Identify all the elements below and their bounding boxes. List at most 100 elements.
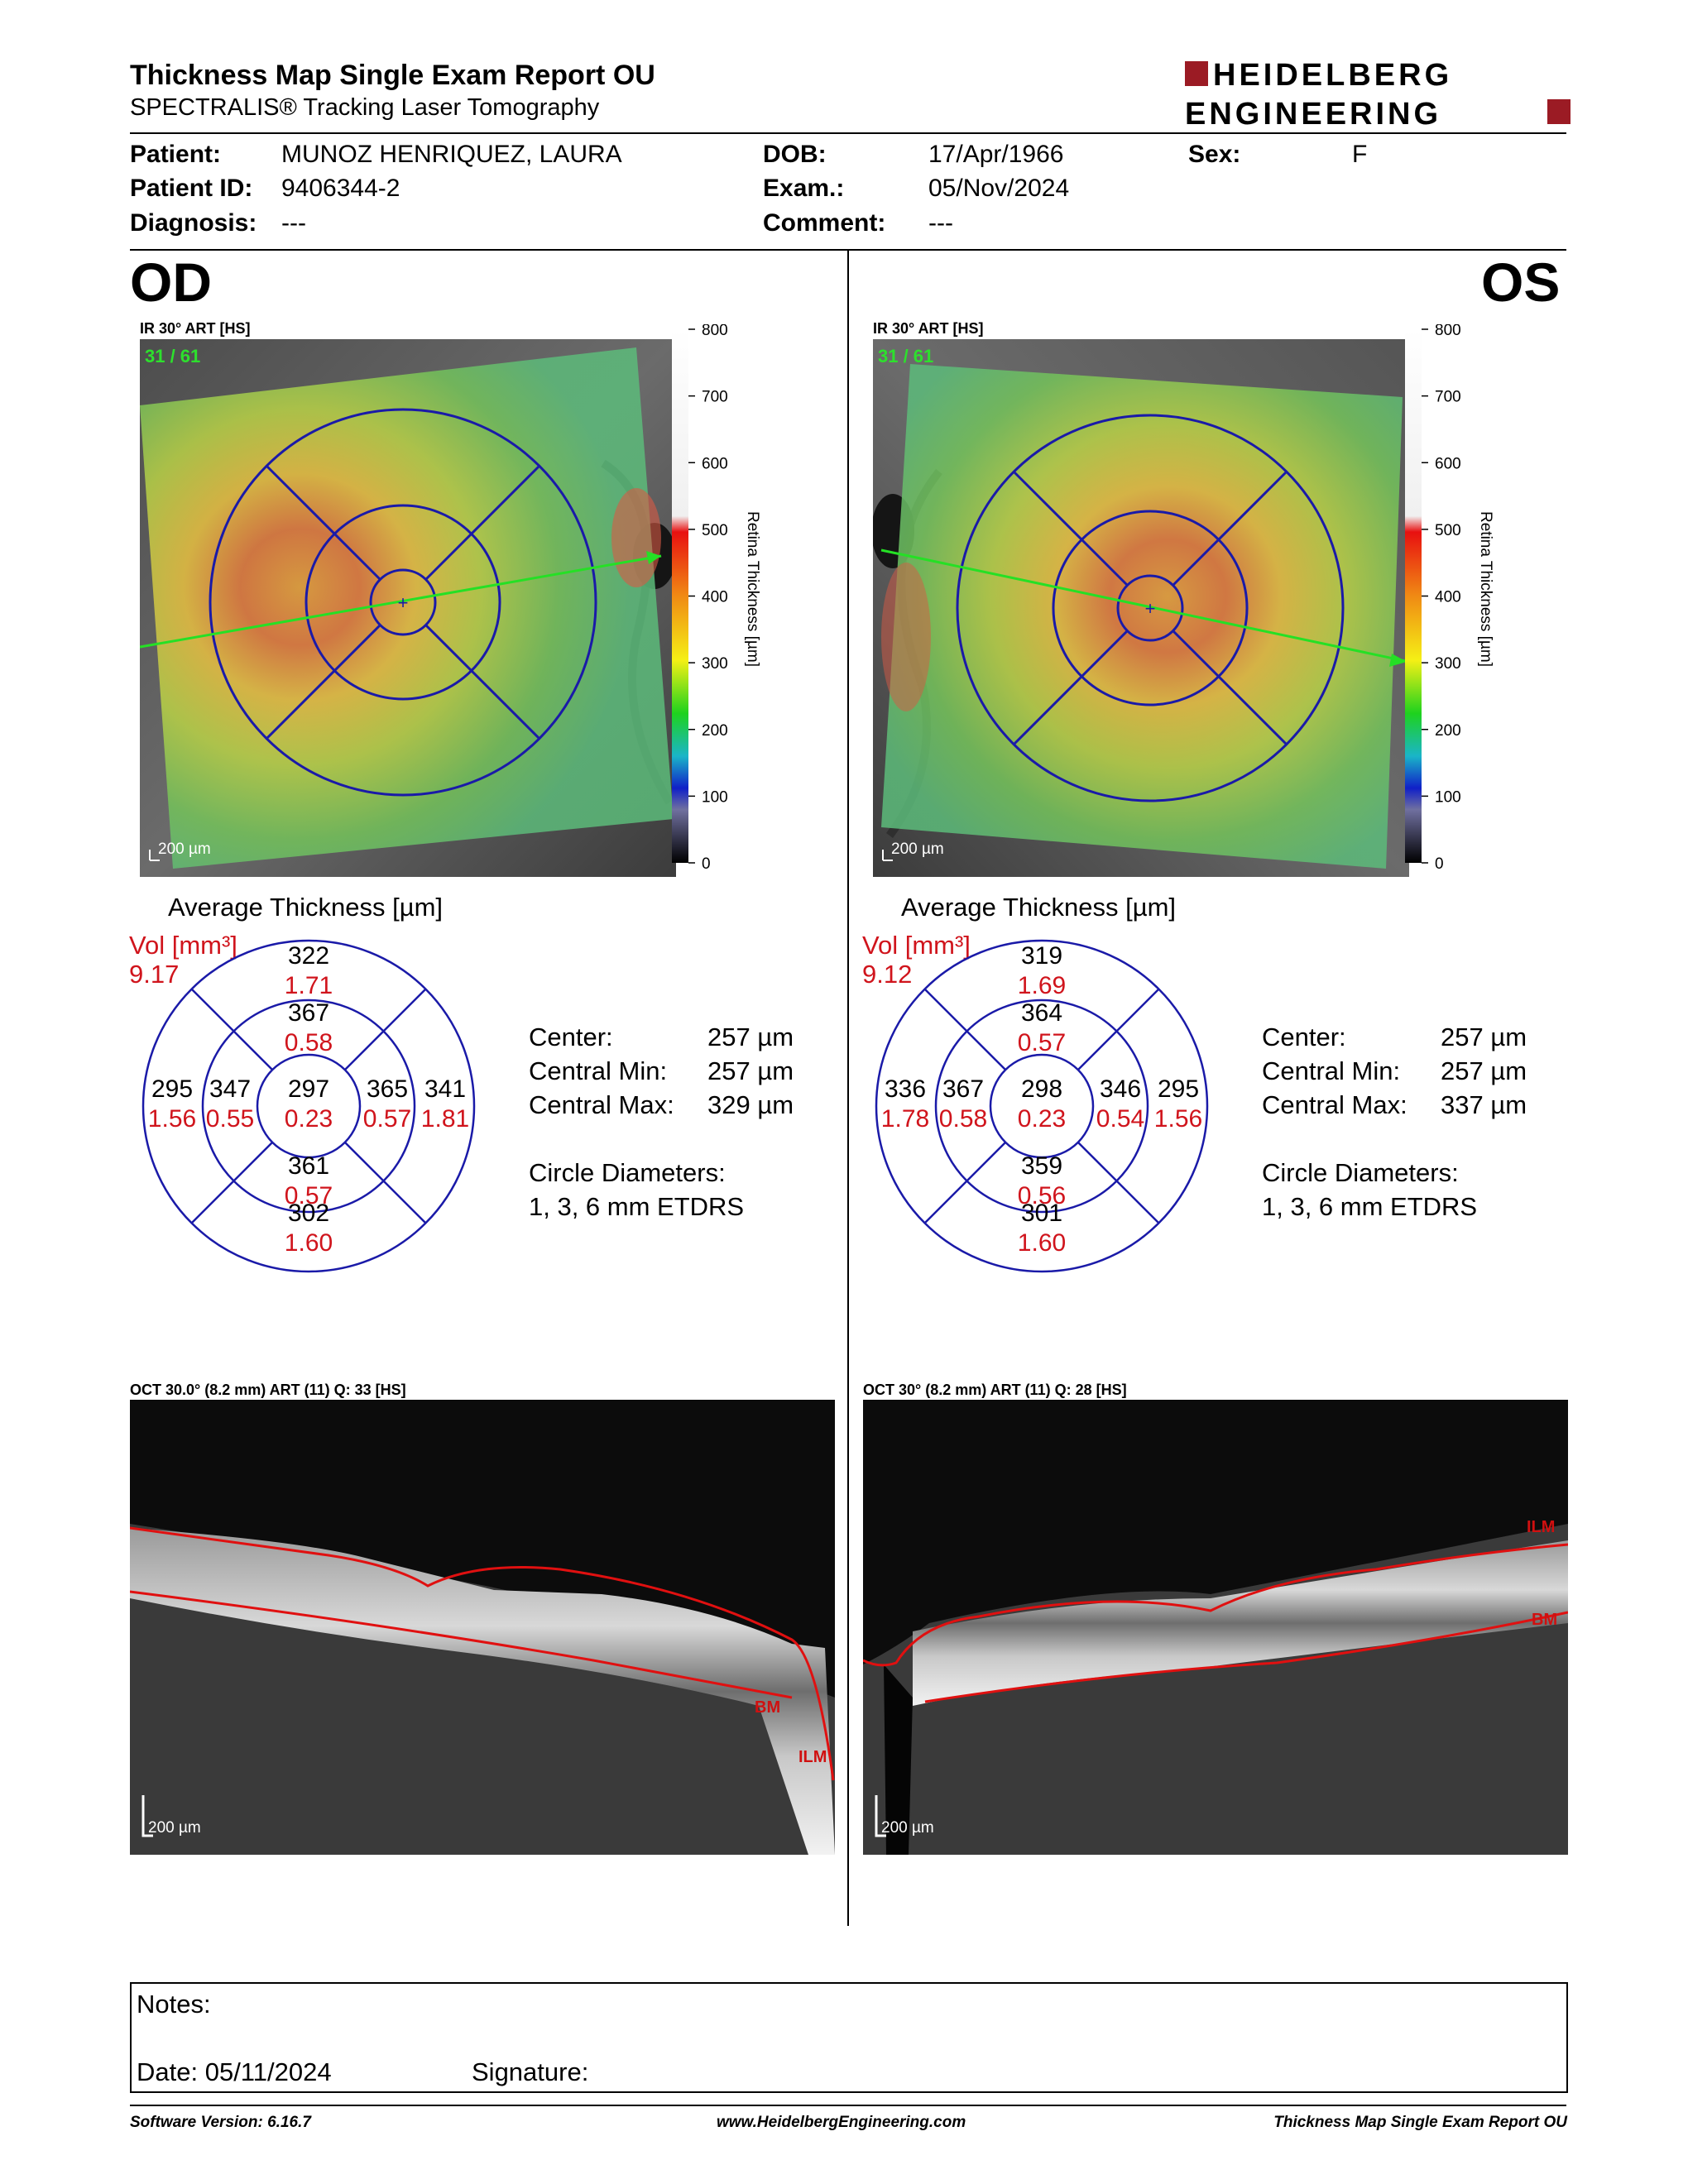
os-sector-inner-left: 367 0.58 (922, 1075, 1005, 1134)
od-vol-label: Vol [mm³] (129, 931, 237, 960)
od-oct-bm-label: BM (755, 1698, 780, 1717)
od-oct-caption: OCT 30.0° (8.2 mm) ART (11) Q: 33 [HS] (130, 1382, 406, 1398)
svg-text:HEIDELBERG: HEIDELBERG (1213, 58, 1452, 93)
od-sector-outer-left: 295 1.56 (131, 1075, 213, 1134)
sector-volume: 0.57 (284, 1182, 333, 1209)
od-min-value: 257 µm (707, 1056, 794, 1085)
os-thickness-map: + 31 / 61 200 µm (873, 339, 1409, 877)
od-min-label: Central Min: (529, 1056, 668, 1085)
scale-tick-label: 200 (1435, 722, 1461, 740)
os-oct-scan: ILM BM 200 µm (863, 1400, 1568, 1855)
sector-volume: 1.60 (1017, 1229, 1067, 1257)
website-link[interactable]: www.HeidelbergEngineering.com (717, 2114, 966, 2131)
od-max-value: 329 µm (707, 1090, 794, 1119)
patient-id: 9406344-2 (281, 175, 400, 202)
sex: F (1352, 141, 1368, 168)
os-frame-counter: 31 / 61 (878, 346, 933, 366)
os-scale-label: Retina Thickness [µm] (1477, 511, 1494, 667)
svg-text:+: + (1145, 598, 1156, 619)
od-circle-value: 1, 3, 6 mm ETDRS (529, 1192, 745, 1221)
scale-tick-label: 0 (1435, 855, 1444, 870)
os-sector-inner-bottom: 359 0.56 (1000, 1152, 1083, 1211)
sector-thickness: 319 (1020, 942, 1063, 970)
sector-thickness: 365 (366, 1075, 409, 1103)
scale-tick-label: 100 (1435, 788, 1461, 806)
exam-date: 05/Nov/2024 (928, 175, 1070, 202)
scale-tick-label: 600 (1435, 455, 1461, 472)
sector-volume: 1.81 (420, 1105, 470, 1133)
sector-volume: 1.71 (284, 972, 333, 999)
os-oct-caption: OCT 30° (8.2 mm) ART (11) Q: 28 [HS] (863, 1382, 1127, 1398)
notes-label: Notes: (137, 1990, 211, 2019)
scale-tick-label: 300 (1435, 655, 1461, 673)
date-label: Date: 05/11/2024 (137, 2057, 332, 2086)
os-sector-outer-bottom: 301 1.60 (1000, 1199, 1083, 1258)
os-sector-inner-right: 346 0.54 (1079, 1075, 1162, 1134)
sector-volume: 1.56 (147, 1105, 197, 1133)
os-max-label: Central Max: (1262, 1090, 1407, 1119)
os-sector-outer-top: 319 1.69 (1000, 941, 1083, 1001)
od-sector-inner-left: 347 0.55 (189, 1075, 271, 1134)
od-label: OD (130, 251, 212, 313)
os-vol-value: 9.12 (862, 960, 913, 989)
scale-tick-label: 200 (702, 722, 728, 740)
od-max-label: Central Max: (529, 1090, 674, 1119)
od-center-label: Center: (529, 1023, 613, 1051)
svg-text:ENGINEERING: ENGINEERING (1185, 97, 1441, 131)
os-oct-ilm-label: ILM (1527, 1518, 1555, 1536)
comment-label: Comment: (763, 209, 886, 237)
svg-text:+: + (398, 592, 409, 613)
os-sector-outer-right: 295 1.56 (1137, 1075, 1220, 1134)
sector-thickness: 364 (1020, 999, 1063, 1027)
os-circle-label: Circle Diameters: (1262, 1158, 1459, 1187)
info-rule (130, 249, 1566, 251)
dob: 17/Apr/1966 (928, 141, 1064, 168)
od-color-scale: 800 700 600 500 400 300 200 100 0 Retina Thickne… (672, 324, 761, 870)
signature-label: Signature: (472, 2057, 589, 2086)
os-center-label: Center: (1262, 1023, 1346, 1051)
scale-tick-label: 700 (702, 389, 728, 406)
sector-thickness: 341 (424, 1075, 467, 1103)
sector-thickness: 361 (287, 1152, 330, 1180)
heidelberg-logo: HEIDELBERG ENGINEERING (1185, 58, 1571, 131)
sex-label: Sex: (1188, 141, 1241, 168)
od-frame-counter: 31 / 61 (145, 346, 200, 366)
sector-volume: 0.57 (362, 1105, 412, 1133)
os-sector-outer-left: 336 1.78 (864, 1075, 947, 1134)
sector-volume: 1.78 (880, 1105, 930, 1133)
od-ir-caption: IR 30° ART [HS] (140, 320, 251, 337)
od-sector-inner-top: 367 0.58 (267, 999, 350, 1058)
os-center-value: 257 µm (1441, 1023, 1527, 1051)
scale-tick-label: 100 (702, 788, 728, 806)
patient-name: MUNOZ HENRIQUEZ, LAURA (281, 141, 622, 168)
scale-tick-label: 800 (1435, 324, 1461, 339)
sector-thickness: 302 (287, 1200, 330, 1227)
sector-volume: 0.23 (1017, 1105, 1067, 1133)
software-version: Software Version: 6.16.7 (130, 2114, 311, 2131)
od-oct-ilm-label: ILM (798, 1748, 827, 1766)
scale-tick-label: 400 (1435, 589, 1461, 606)
sector-thickness: 346 (1099, 1075, 1142, 1103)
od-thickness-map: + 31 / 61 200 µm (140, 339, 676, 877)
footer-report-title: Thickness Map Single Exam Report OU (1273, 2114, 1567, 2131)
sector-thickness: 295 (151, 1075, 194, 1103)
sector-thickness: 298 (1020, 1075, 1063, 1103)
sector-volume: 1.69 (1017, 972, 1067, 999)
notes-box[interactable] (130, 1982, 1568, 2093)
center-divider (847, 251, 849, 1926)
sector-volume: 0.58 (284, 1029, 333, 1056)
scale-tick-label: 400 (702, 589, 728, 606)
os-color-scale: 800 700 600 500 400 300 200 100 0 Retina Thickne… (1405, 324, 1494, 870)
sector-volume: 0.23 (284, 1105, 333, 1133)
od-map-scale-bar: 200 µm (158, 841, 211, 858)
sector-volume: 0.57 (1017, 1029, 1067, 1056)
os-ir-caption: IR 30° ART [HS] (873, 320, 984, 337)
sector-thickness: 336 (884, 1075, 927, 1103)
sector-thickness: 359 (1020, 1152, 1063, 1180)
od-scale-label: Retina Thickness [µm] (744, 511, 761, 667)
od-sector-outer-right: 341 1.81 (404, 1075, 487, 1134)
od-etdrs-grid (141, 939, 476, 1273)
header-rule (130, 132, 1566, 134)
scale-tick-label: 500 (702, 522, 728, 539)
sector-thickness: 295 (1157, 1075, 1200, 1103)
